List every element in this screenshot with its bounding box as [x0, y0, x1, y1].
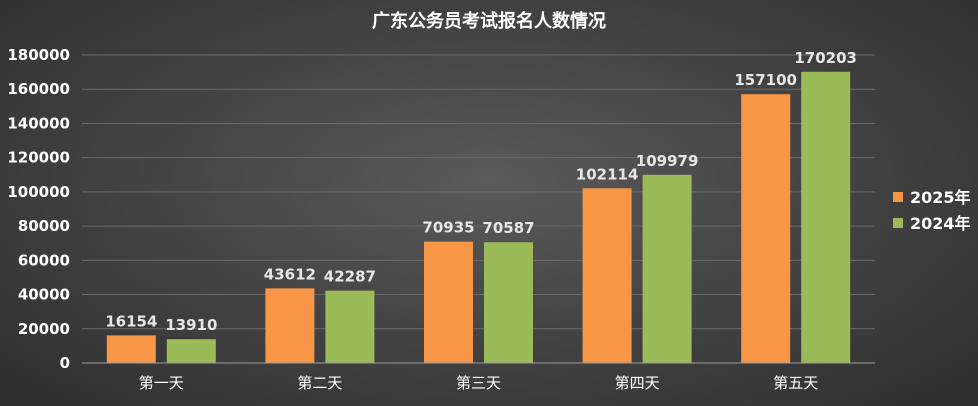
bar: [484, 242, 533, 363]
data-label: 43612: [264, 265, 316, 283]
y-tick-label: 0: [60, 354, 70, 372]
legend-swatch: [893, 218, 903, 228]
data-label: 170203: [794, 49, 857, 67]
y-tick-label: 80000: [18, 217, 70, 235]
bar: [741, 94, 791, 363]
data-label: 13910: [165, 316, 217, 334]
data-label: 16154: [105, 312, 157, 330]
y-tick-label: 40000: [18, 286, 70, 304]
bar: [582, 188, 632, 363]
data-labels: 16154 13910 43612 42287 70935 70587 1021141099…: [105, 49, 857, 334]
data-label: 70587: [482, 219, 534, 237]
data-label: 109979: [636, 152, 699, 170]
bar: [801, 71, 851, 363]
x-tick-label: 第一天: [139, 374, 184, 392]
y-tick-label: 60000: [18, 251, 70, 269]
x-tick-label: 第三天: [456, 374, 501, 392]
y-tick-label: 160000: [7, 80, 70, 98]
bar: [325, 290, 375, 363]
data-label: 157100: [734, 71, 797, 89]
legend: 2025年 2024年: [893, 188, 971, 233]
bar: [265, 288, 315, 363]
bar: [642, 174, 692, 363]
legend-label: 2024年: [910, 214, 971, 233]
y-tick-label: 140000: [7, 114, 70, 132]
y-tick-label: 100000: [7, 183, 70, 201]
x-axis-ticks: 第一天 第二天 第三天 第四天 第五天: [139, 374, 818, 392]
bars: [106, 71, 851, 363]
data-label: 42287: [324, 268, 376, 286]
y-tick-label: 180000: [7, 46, 70, 64]
legend-swatch: [893, 192, 903, 202]
bar: [424, 241, 473, 363]
y-tick-label: 20000: [18, 320, 70, 338]
data-label: 102114: [576, 165, 639, 183]
y-axis-ticks: 0 20000 40000 60000 80000 100000 120000 140000 1…: [7, 46, 70, 372]
x-tick-label: 第二天: [297, 374, 342, 392]
data-label: 70935: [422, 219, 474, 237]
x-tick-label: 第四天: [615, 374, 660, 392]
y-tick-label: 120000: [7, 149, 70, 167]
legend-label: 2025年: [910, 188, 971, 207]
chart-title: 广东公务员考试报名人数情况: [372, 10, 606, 32]
bar: [166, 339, 216, 363]
bar: [106, 335, 156, 363]
grid-lines: [82, 54, 875, 330]
x-tick-label: 第五天: [773, 374, 818, 392]
